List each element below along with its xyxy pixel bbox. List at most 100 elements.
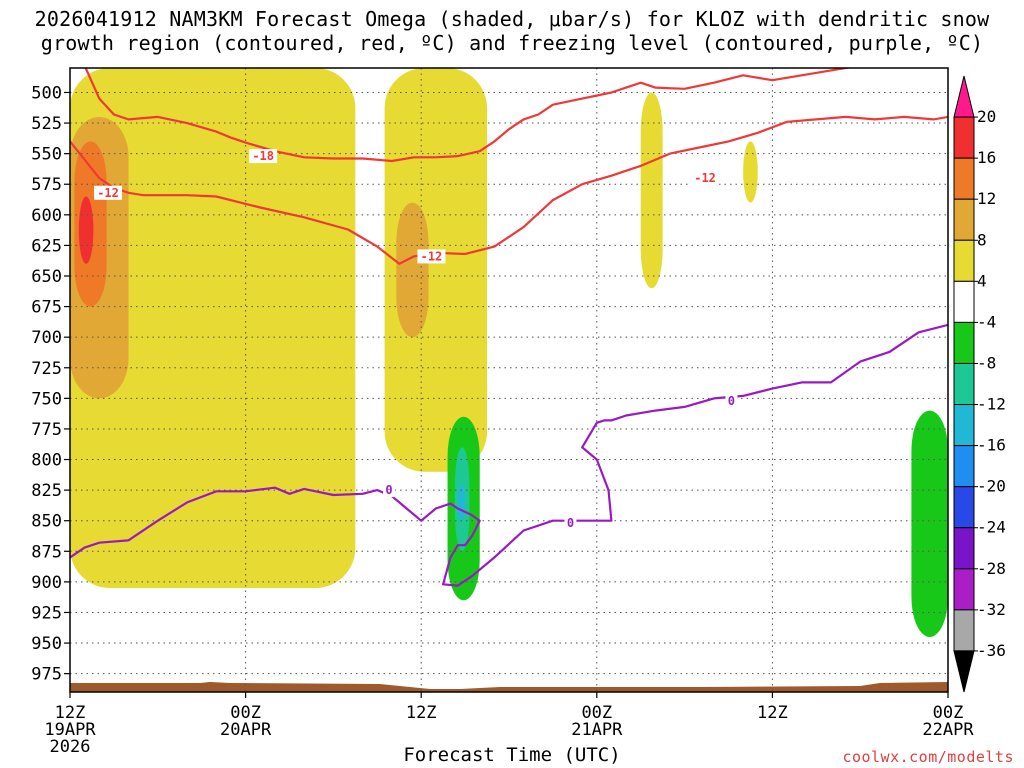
contour-label-bg-3 — [417, 249, 446, 264]
y-tick-label-500: 500 — [31, 83, 62, 103]
x-tick-label-36-2: 21APR — [571, 720, 623, 740]
y-tick-label-875: 875 — [31, 542, 62, 562]
omega-region-1 — [70, 68, 356, 588]
omega-region-12 — [911, 410, 948, 637]
colorbar-segment-8 — [953, 404, 975, 447]
y-tick-label-750: 750 — [31, 389, 62, 409]
colorbar-label-13: -32 — [977, 600, 1006, 619]
plot-frame — [69, 67, 949, 693]
omega-region-8 — [743, 141, 758, 203]
contour-label-2: -18 — [252, 149, 274, 163]
colorbar-segment-2 — [953, 157, 975, 200]
colorbar-segment-10 — [953, 486, 975, 529]
colorbar-segment-4 — [953, 239, 975, 282]
colorbar-top-arrow — [953, 75, 975, 118]
contour-label-4: -12 — [694, 171, 716, 185]
x-tick-label-60-2: 22APR — [922, 720, 974, 740]
omega-region-5 — [384, 68, 488, 472]
colorbar: 20 16 12 8 4 -4 -8 -12 -16 -20 -24 -28 -32 -36 — [953, 75, 1006, 693]
y-tick-label-850: 850 — [31, 512, 62, 532]
y-tick-label-825: 825 — [31, 481, 62, 501]
temperature-contours — [70, 68, 948, 587]
credit-link[interactable]: coolwx.com/modelts — [842, 748, 1014, 766]
omega-region-4 — [78, 196, 94, 264]
contour-label-bg-1 — [94, 185, 123, 200]
chart-title-line2: growth region (contoured, red, ºC) and f… — [40, 31, 984, 55]
grid-lines — [70, 68, 948, 692]
y-tick-label-900: 900 — [31, 573, 62, 593]
y-tick-label-600: 600 — [31, 206, 62, 226]
colorbar-label-2: 16 — [977, 148, 996, 167]
colorbar-segment-6 — [953, 321, 975, 364]
x-tick-label-0-1: 12Z — [55, 703, 86, 723]
contour-line-1 — [70, 115, 948, 265]
colorbar-label-11: -24 — [977, 518, 1006, 537]
colorbar-segment-3 — [953, 198, 975, 241]
colorbar-label-1: 20 — [977, 107, 996, 126]
colorbar-segment-11 — [953, 527, 975, 570]
ground-fill — [70, 682, 948, 692]
y-tick-label-775: 775 — [31, 420, 62, 440]
colorbar-segment-7 — [953, 362, 975, 406]
y-tick-label-650: 650 — [31, 267, 62, 287]
y-tick-label-550: 550 — [31, 145, 62, 165]
terrain-ground — [70, 682, 948, 692]
colorbar-label-4: 8 — [977, 230, 987, 249]
x-tick-label-0-3: 2026 — [50, 737, 91, 757]
colorbar-segment-12 — [953, 568, 975, 611]
contour-line-3 — [70, 323, 948, 587]
x-tick-label-24-1: 12Z — [406, 703, 437, 723]
contour-label-6: 0 — [567, 516, 574, 530]
colorbar-segment-5 — [953, 280, 975, 323]
contour-label-3: -12 — [421, 249, 443, 263]
y-tick-label-525: 525 — [31, 114, 62, 134]
x-tick-label-36-1: 00Z — [581, 703, 612, 723]
contour-line-2 — [84, 68, 853, 163]
y-tick-label-625: 625 — [31, 236, 62, 256]
y-axis: 500 525 550 575 600 625 650 675 700 725 750 775 800 8… — [31, 83, 70, 685]
contour-label-bg-7 — [725, 393, 738, 408]
x-tick-label-60-1: 00Z — [933, 703, 964, 723]
colorbar-label-14: -36 — [977, 641, 1006, 660]
colorbar-label-9: -16 — [977, 436, 1006, 455]
x-tick-label-0-2: 19APR — [44, 720, 96, 740]
chart-title-line1: 2026041912 NAM3KM Forecast Omega (shaded… — [34, 7, 990, 31]
colorbar-label-12: -28 — [977, 559, 1006, 578]
colorbar-segment-13 — [953, 609, 975, 652]
x-axis-title: Forecast Time (UTC) — [403, 744, 621, 766]
omega-region-11 — [457, 484, 466, 521]
x-tick-label-12-1: 00Z — [230, 703, 261, 723]
contour-label-1: -12 — [97, 186, 119, 200]
y-tick-label-975: 975 — [31, 665, 62, 685]
contour-label-bg-4 — [691, 171, 720, 186]
colorbar-label-10: -20 — [977, 477, 1006, 496]
contour-label-5: 0 — [385, 483, 392, 497]
colorbar-bottom-arrow — [953, 650, 975, 693]
contour-labels: -12 -18 -12 -12 0 0 0 — [94, 149, 738, 531]
y-tick-label-675: 675 — [31, 298, 62, 318]
y-tick-label-725: 725 — [31, 359, 62, 379]
contour-label-bg-5 — [383, 483, 396, 498]
colorbar-label-5: 4 — [977, 271, 987, 290]
colorbar-label-3: 12 — [977, 189, 996, 208]
y-tick-label-575: 575 — [31, 175, 62, 195]
colorbar-label-6: -4 — [977, 312, 996, 331]
omega-region-6 — [396, 202, 429, 338]
colorbar-label-7: -8 — [977, 353, 996, 372]
omega-region-7 — [640, 92, 663, 289]
x-tick-label-12-2: 20APR — [220, 720, 272, 740]
contour-label-bg-2 — [249, 149, 278, 164]
colorbar-segment-9 — [953, 445, 975, 488]
y-tick-label-800: 800 — [31, 451, 62, 471]
x-tick-label-48-1: 12Z — [757, 703, 788, 723]
contour-label-7: 0 — [728, 394, 735, 408]
contour-label-bg-6 — [564, 516, 577, 531]
y-tick-label-925: 925 — [31, 603, 62, 623]
colorbar-label-8: -12 — [977, 395, 1006, 414]
colorbar-segment-1 — [953, 116, 975, 159]
omega-shading — [70, 68, 948, 637]
y-tick-label-700: 700 — [31, 328, 62, 348]
y-tick-label-950: 950 — [31, 634, 62, 654]
